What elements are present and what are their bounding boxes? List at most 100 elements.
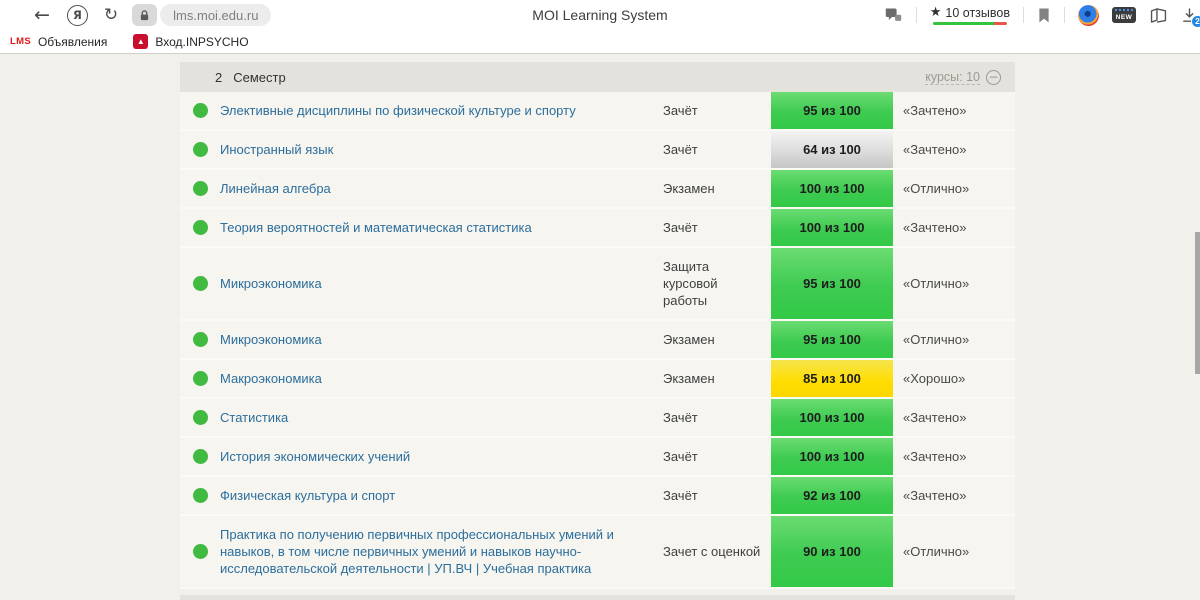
bookmarks-bar: LMS Объявления ▲ Вход.INPSYCHO [0, 30, 1200, 53]
course-link[interactable]: Микроэкономика [220, 332, 322, 347]
bookmark-announcements[interactable]: LMS Объявления [10, 35, 107, 49]
course-row: Микроэкономика Экзамен 95 из 100 «Отлично» [180, 321, 1015, 360]
assessment-type: Зачёт [663, 220, 698, 235]
browser-toolbar: ← Я ↻ lms.moi.edu.ru MOI Learning System… [0, 0, 1200, 30]
gradebook-table: 2 Семестр курсы: 10 − Элективные дисципл… [180, 62, 1015, 600]
course-row: Элективные дисциплины по физической куль… [180, 92, 1015, 131]
course-link[interactable]: Иностранный язык [220, 142, 334, 157]
status-dot-icon [192, 449, 208, 464]
score-badge: 95 из 100 [771, 248, 893, 319]
semester-title: Семестр [233, 69, 286, 85]
star-icon: ★ [929, 5, 942, 20]
assessment-type: Зачёт [663, 449, 698, 464]
score-badge: 95 из 100 [771, 92, 893, 129]
reviews-rating[interactable]: ★ 10 отзывов [930, 5, 1010, 25]
status-dot-icon [192, 332, 208, 347]
score-badge: 92 из 100 [771, 477, 893, 514]
reviews-bar [932, 22, 1007, 25]
back-icon[interactable]: ← [34, 3, 50, 26]
toolbar-right-icons: ★ 10 отзывов NEW [884, 0, 1200, 30]
scrollbar-thumb[interactable] [1195, 232, 1200, 374]
grade-text: «Отлично» [903, 544, 970, 559]
semester-2-header: 2 Семестр курсы: 10 − [180, 62, 1015, 92]
page-title: MOI Learning System [532, 7, 668, 23]
course-row: Физическая культура и спорт Зачёт 92 из 10… [180, 477, 1015, 516]
course-link[interactable]: Статистика [220, 410, 289, 425]
status-dot-icon [192, 181, 208, 196]
course-link[interactable]: Макроэкономика [220, 371, 322, 386]
course-row: Практика по получению первичных професси… [180, 516, 1015, 589]
grade-text: «Зачтено» [903, 103, 967, 118]
score-badge: 100 из 100 [771, 399, 893, 436]
grade-text: «Отлично» [903, 276, 970, 291]
reviews-count: 10 отзывов [945, 5, 1010, 20]
status-dot-icon [192, 410, 208, 425]
lock-glyph [141, 9, 149, 20]
address-bar[interactable]: lms.moi.edu.ru [160, 4, 272, 26]
grade-text: «Хорошо» [903, 371, 966, 386]
course-rows: Элективные дисциплины по физической куль… [180, 92, 1015, 589]
profile-avatar[interactable] [1078, 4, 1099, 26]
grade-text: «Отлично» [903, 181, 970, 196]
assessment-type: Экзамен [663, 332, 715, 347]
bookmark-icon[interactable] [1037, 7, 1051, 24]
grade-text: «Зачтено» [903, 142, 967, 157]
collections-icon[interactable] [1149, 7, 1168, 24]
bookmark-label: Вход.INPSYCHO [155, 34, 249, 49]
lms-logo-icon: LMS [10, 36, 31, 47]
status-dot-icon [192, 488, 208, 503]
course-link[interactable]: Физическая культура и спорт [220, 488, 396, 503]
course-link[interactable]: Практика по получению первичных професси… [220, 527, 614, 576]
score-badge: 100 из 100 [771, 209, 893, 246]
course-row: Макроэкономика Экзамен 85 из 100 «Хорошо» [180, 360, 1015, 399]
status-dot-icon [192, 276, 208, 291]
course-row: Иностранный язык Зачёт 64 из 100 «Зачтено» [180, 131, 1015, 170]
status-dot-icon [192, 544, 208, 559]
score-badge: 90 из 100 [771, 516, 893, 587]
downloads-count-badge: 2 [1191, 14, 1200, 28]
score-badge: 85 из 100 [771, 360, 893, 397]
course-row: Микроэкономика Защита курсовой работы 95 и… [180, 248, 1015, 321]
assessment-type: Зачёт [663, 488, 698, 503]
grade-text: «Зачтено» [903, 410, 967, 425]
grade-text: «Отлично» [903, 332, 970, 347]
browser-chrome: ← Я ↻ lms.moi.edu.ru MOI Learning System… [0, 0, 1200, 54]
course-row: Линейная алгебра Экзамен 100 из 100 «Отличн… [180, 170, 1015, 209]
grade-text: «Зачтено» [903, 220, 967, 235]
assessment-type: Зачёт [663, 142, 698, 157]
score-badge: 95 из 100 [771, 321, 893, 358]
course-row: Теория вероятностей и математическая ста… [180, 209, 1015, 248]
new-badge: NEW [1115, 14, 1133, 21]
feedback-icon[interactable] [884, 7, 903, 24]
toolbar-separator [1023, 7, 1024, 23]
course-link[interactable]: История экономических учений [220, 449, 411, 464]
yandex-icon[interactable]: Я [66, 4, 88, 26]
semester-3-header: 3 Семестр курсы: 10 + [180, 595, 1015, 600]
course-row: Статистика Зачёт 100 из 100 «Зачтено» [180, 399, 1015, 438]
course-link[interactable]: Линейная алгебра [220, 181, 331, 196]
status-dot-icon [192, 371, 208, 386]
bookmark-label: Объявления [37, 34, 108, 49]
grade-text: «Зачтено» [903, 449, 967, 464]
status-dot-icon [192, 103, 208, 118]
assessment-type: Зачёт [663, 103, 698, 118]
course-row: История экономических учений Зачёт 100 из … [180, 438, 1015, 477]
status-dot-icon [192, 142, 208, 157]
semester-number: 2 [215, 69, 223, 85]
downloads-button[interactable]: 2 [1181, 7, 1200, 28]
refresh-icon[interactable]: ↻ [103, 4, 119, 25]
assessment-type: Защита курсовой работы [663, 259, 718, 308]
collapse-icon[interactable]: − [986, 69, 1001, 85]
new-releases-icon[interactable]: NEW [1112, 7, 1136, 23]
assessment-type: Экзамен [663, 371, 715, 386]
courses-count-link[interactable]: курсы: 10 [925, 69, 980, 85]
course-link[interactable]: Микроэкономика [220, 276, 322, 291]
assessment-type: Экзамен [663, 181, 715, 196]
course-link[interactable]: Элективные дисциплины по физической куль… [220, 103, 576, 118]
score-badge: 100 из 100 [771, 170, 893, 207]
course-link[interactable]: Теория вероятностей и математическая ста… [220, 220, 532, 235]
toolbar-separator [1064, 7, 1065, 23]
lock-icon[interactable] [132, 4, 158, 26]
grade-text: «Зачтено» [903, 488, 967, 503]
bookmark-inpsycho-login[interactable]: ▲ Вход.INPSYCHO [133, 34, 249, 49]
